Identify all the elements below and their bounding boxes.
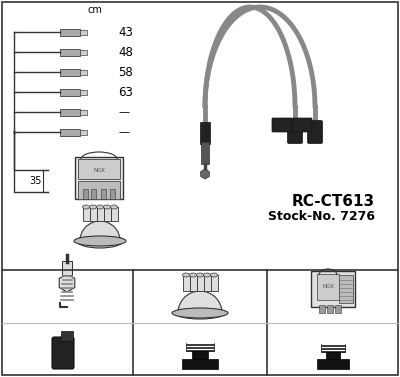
Bar [210, 275, 218, 291]
Bar [82, 207, 90, 221]
Bar [83, 189, 88, 199]
Text: NGK: NGK [322, 285, 334, 290]
Text: 58: 58 [118, 66, 133, 78]
Bar [104, 207, 110, 221]
Wedge shape [178, 291, 222, 313]
Ellipse shape [210, 273, 218, 277]
FancyBboxPatch shape [288, 121, 302, 144]
Bar [190, 275, 196, 291]
Text: —: — [118, 127, 129, 137]
Bar [182, 275, 190, 291]
FancyBboxPatch shape [308, 121, 322, 144]
Bar [80, 29, 87, 35]
Ellipse shape [96, 205, 104, 209]
Bar [339, 275, 353, 303]
Ellipse shape [172, 308, 228, 318]
Bar [80, 109, 87, 115]
Bar [335, 305, 341, 313]
Bar [311, 271, 355, 307]
Bar [196, 275, 204, 291]
Text: cm: cm [88, 5, 102, 15]
Ellipse shape [74, 236, 126, 246]
Bar [80, 69, 87, 75]
Bar [60, 49, 80, 55]
Bar [101, 189, 106, 199]
Ellipse shape [77, 234, 123, 248]
Text: NGK: NGK [93, 169, 105, 173]
Text: RC-CT613: RC-CT613 [292, 195, 375, 210]
Ellipse shape [90, 205, 96, 209]
Bar [80, 89, 87, 95]
Text: —: — [118, 107, 129, 117]
FancyBboxPatch shape [52, 337, 74, 369]
Ellipse shape [104, 205, 110, 209]
Bar [91, 189, 96, 199]
Bar [60, 89, 80, 95]
Text: 43: 43 [118, 26, 133, 38]
Bar [110, 207, 118, 221]
Ellipse shape [182, 273, 190, 277]
Text: Stock-No. 7276: Stock-No. 7276 [268, 210, 375, 224]
Ellipse shape [82, 205, 90, 209]
Bar [327, 305, 333, 313]
Bar [96, 207, 104, 221]
Text: 48: 48 [118, 46, 133, 58]
Bar [78, 181, 120, 199]
Bar [60, 29, 80, 35]
FancyBboxPatch shape [272, 118, 292, 132]
Bar [204, 275, 210, 291]
Bar [80, 49, 87, 55]
Bar [317, 274, 339, 300]
Bar [61, 331, 73, 341]
Bar [200, 122, 210, 144]
Bar [80, 130, 87, 135]
Bar [321, 344, 345, 352]
Bar [60, 109, 80, 115]
Ellipse shape [175, 307, 225, 319]
Bar [75, 157, 123, 199]
Bar [182, 359, 218, 369]
Bar [319, 305, 325, 313]
Bar [110, 189, 115, 199]
Bar [326, 352, 340, 359]
Bar [62, 261, 72, 275]
Bar [192, 351, 208, 359]
Bar [317, 359, 349, 369]
Bar [90, 207, 96, 221]
Ellipse shape [196, 273, 204, 277]
FancyBboxPatch shape [292, 118, 312, 132]
Wedge shape [80, 221, 120, 241]
Bar [186, 343, 214, 351]
Text: 35: 35 [29, 176, 41, 186]
Bar [201, 142, 209, 164]
Bar [60, 129, 80, 135]
Bar [78, 159, 120, 179]
Ellipse shape [190, 273, 196, 277]
Ellipse shape [204, 273, 210, 277]
Text: 63: 63 [118, 86, 133, 98]
Bar [60, 69, 80, 75]
Ellipse shape [110, 205, 118, 209]
